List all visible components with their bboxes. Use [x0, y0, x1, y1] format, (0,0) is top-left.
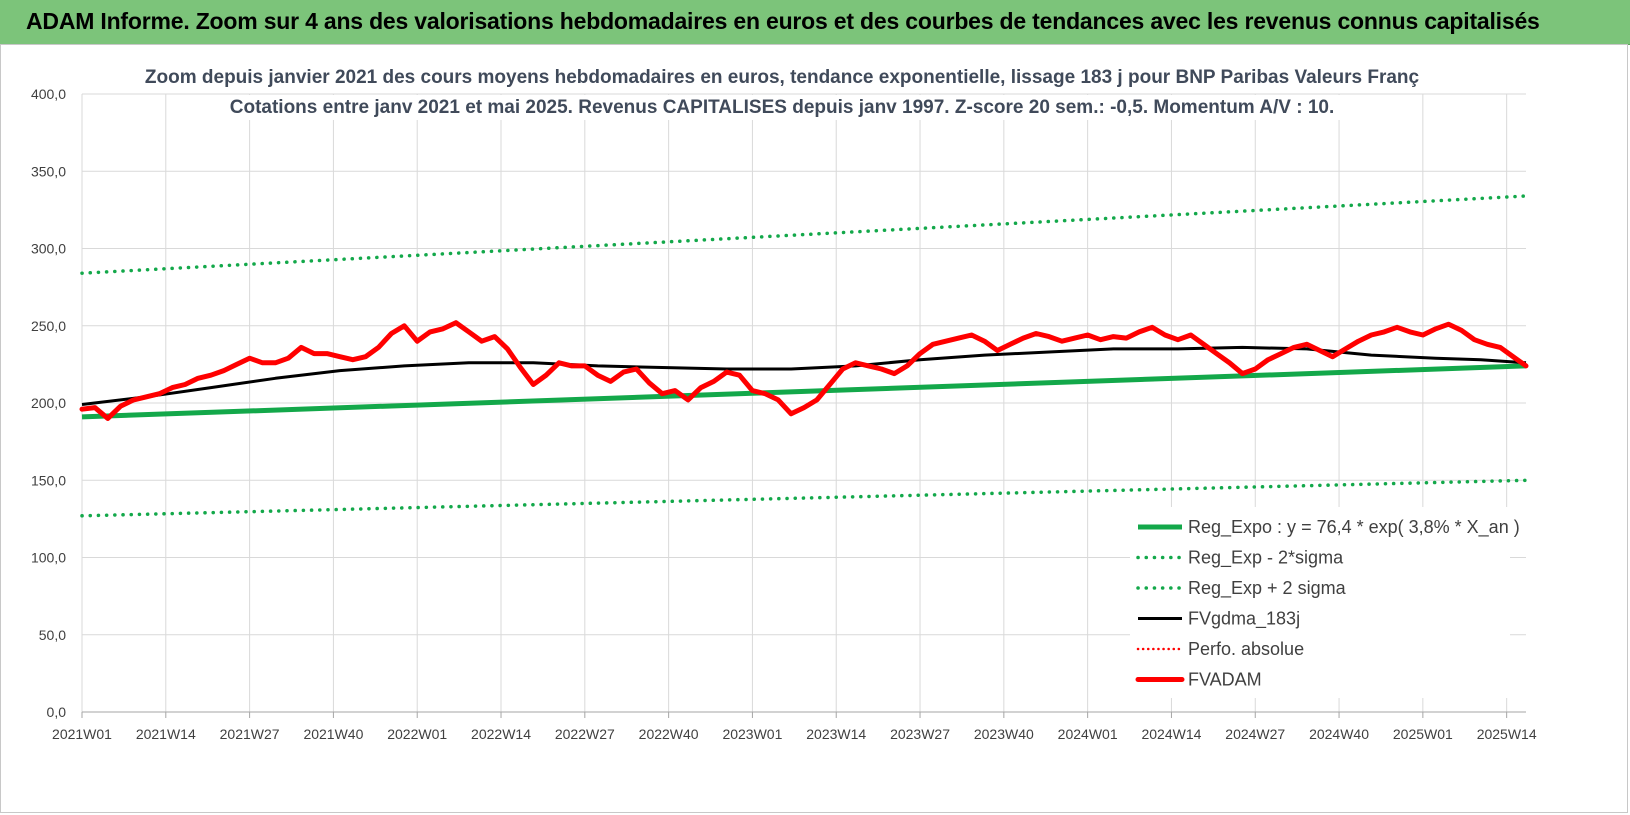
x-tick-label: 2023W40	[974, 726, 1034, 742]
y-tick-label: 0,0	[47, 704, 67, 720]
legend-label: Reg_Expo : y = 76,4 * exp( 3,8% * X_an )	[1188, 517, 1520, 538]
y-tick-label: 150,0	[31, 472, 66, 488]
y-tick-label: 200,0	[31, 395, 66, 411]
series-line-2	[80, 194, 1528, 275]
x-tick-label: 2023W14	[806, 726, 866, 742]
legend-background	[1130, 507, 1510, 698]
series-layer	[79, 194, 1529, 518]
x-tick-label: 2024W40	[1309, 726, 1369, 742]
x-tick-label: 2022W14	[471, 726, 531, 742]
chart-subtitle: Cotations entre janv 2021 et mai 2025. R…	[230, 97, 1335, 118]
chart-title: Zoom depuis janvier 2021 des cours moyen…	[145, 67, 1420, 88]
x-tick-label: 2022W27	[555, 726, 615, 742]
x-tick-label: 2024W27	[1225, 726, 1285, 742]
header-banner: ADAM Informe. Zoom sur 4 ans des valoris…	[0, 0, 1630, 45]
y-tick-label: 50,0	[39, 627, 66, 643]
legend-label: Reg_Exp + 2 sigma	[1188, 578, 1347, 599]
x-tick-label: 2025W14	[1477, 726, 1537, 742]
y-tick-label: 350,0	[31, 163, 66, 179]
x-tick-label: 2023W01	[722, 726, 782, 742]
y-tick-label: 100,0	[31, 550, 66, 566]
x-tick-label: 2021W27	[220, 726, 280, 742]
x-tick-label: 2022W40	[639, 726, 699, 742]
legend: Reg_Expo : y = 76,4 * exp( 3,8% * X_an )…	[1130, 507, 1520, 698]
title-plate	[223, 95, 1341, 120]
legend-label: Reg_Exp - 2*sigma	[1188, 548, 1344, 569]
x-tick-label: 2025W01	[1393, 726, 1453, 742]
series-line-1	[80, 478, 1528, 518]
legend-label: Perfo. absolue	[1188, 639, 1304, 659]
axis-layer: 0,0 50,0 100,0 150,0 200,0 250,0 300,0 350,0 400…	[31, 86, 1537, 742]
y-tick-label: 400,0	[31, 86, 66, 102]
title-plate	[138, 65, 1426, 90]
series-line-0	[81, 363, 1527, 420]
legend-label: FVgdma_183j	[1188, 609, 1300, 630]
series-line-5	[79, 320, 1529, 421]
x-tick-label: 2024W01	[1058, 726, 1118, 742]
x-tick-label: 2023W27	[890, 726, 950, 742]
x-tick-label: 2024W14	[1141, 726, 1201, 742]
y-tick-label: 300,0	[31, 241, 66, 257]
x-tick-label: 2021W40	[303, 726, 363, 742]
x-tick-label: 2022W01	[387, 726, 447, 742]
page-title: ADAM Informe. Zoom sur 4 ans des valoris…	[26, 8, 1540, 34]
x-tick-label: 2021W01	[52, 726, 112, 742]
y-tick-label: 250,0	[31, 318, 66, 334]
legend-label: FVADAM	[1188, 670, 1262, 690]
x-tick-label: 2021W14	[136, 726, 196, 742]
